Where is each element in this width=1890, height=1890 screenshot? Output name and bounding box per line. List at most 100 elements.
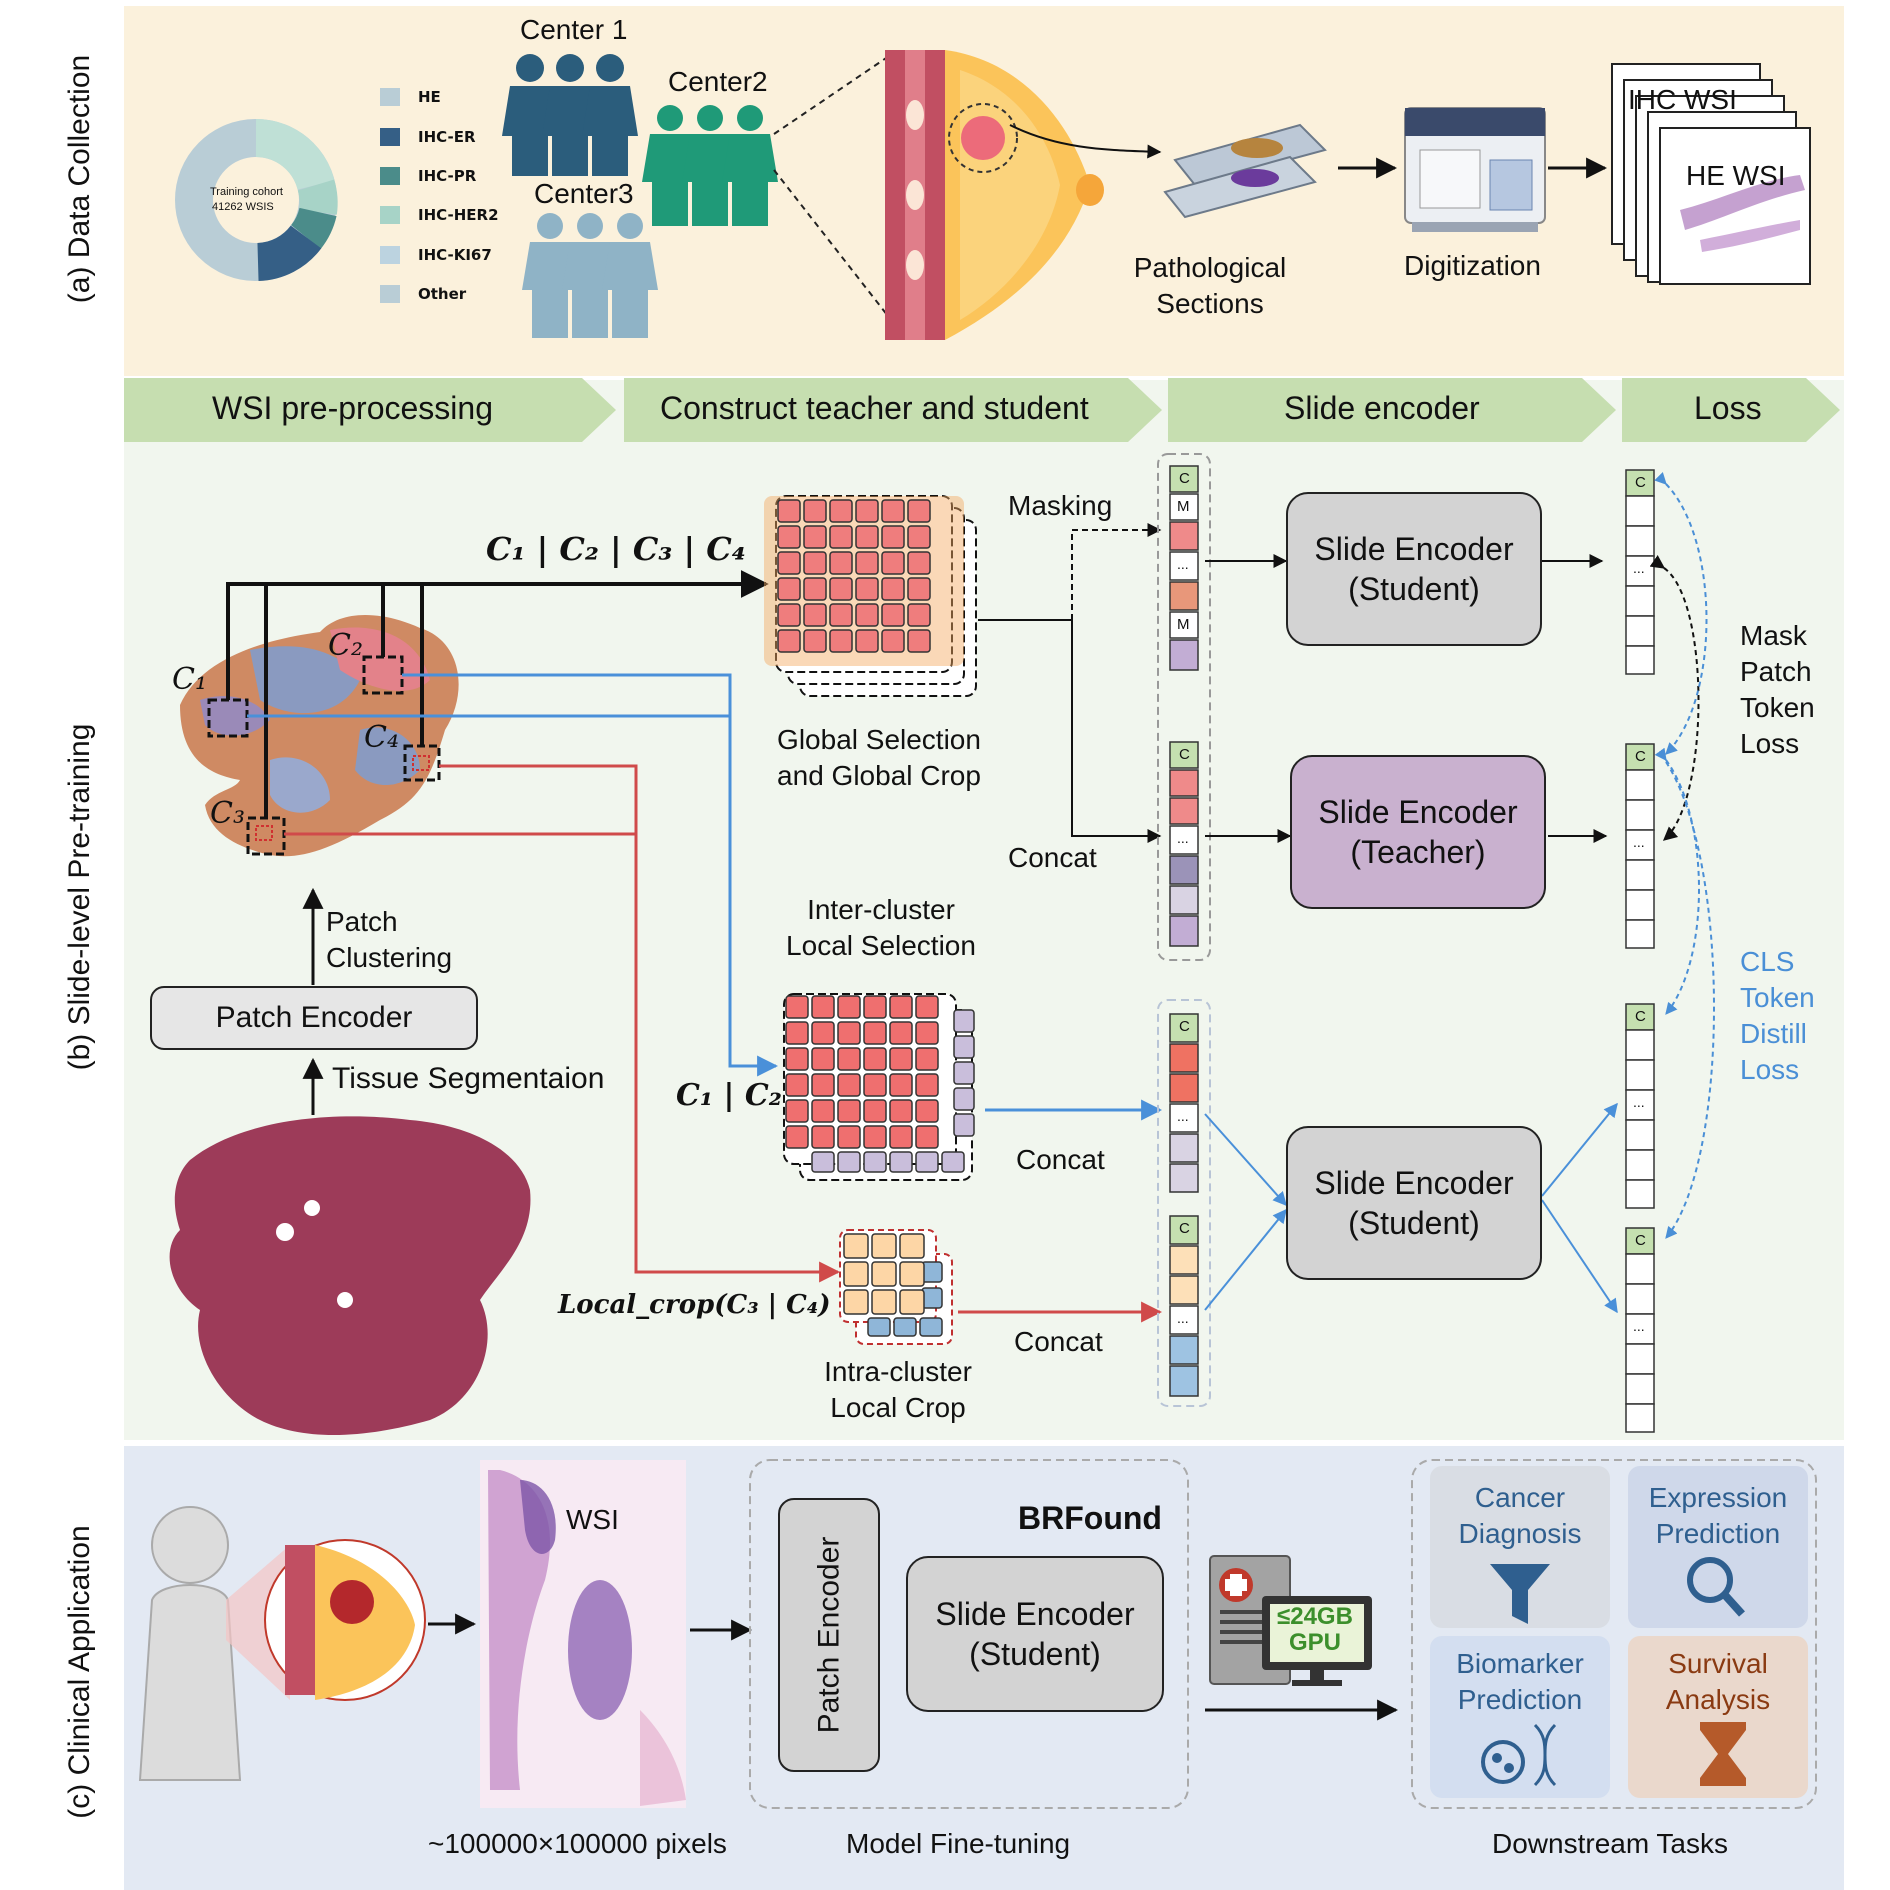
legend-ihc-pr: IHC-PR	[418, 167, 477, 185]
biomarker-dna-icon	[1481, 1723, 1557, 1787]
route-label-c12: C₁ | C₂	[676, 1078, 782, 1113]
digitization-scanner-icon	[1404, 107, 1546, 232]
legend-ihc-er: IHC-ER	[418, 128, 476, 146]
clinical-patch-encoder-box: Patch Encoder	[778, 1498, 880, 1772]
inter-cluster-patch-grid	[783, 993, 975, 1181]
fine-tuning-label: Model Fine-tuning	[846, 1828, 1071, 1859]
he-wsi-label: HE WSI	[1686, 160, 1786, 191]
intra-cluster-label: Intra-cluster Local Crop	[824, 1356, 972, 1423]
legend-other: Other	[418, 285, 467, 303]
output-tokens-student-global	[1625, 469, 1655, 675]
stage-chevron-1	[124, 378, 616, 442]
center-2-label: Center2	[668, 66, 768, 97]
stage-wsi-preprocessing: WSI pre-processing	[212, 390, 493, 426]
token-c: C	[1179, 470, 1190, 487]
center-1-people-icon	[502, 54, 638, 176]
token-m: M	[1177, 616, 1190, 633]
cluster-label-c1: C₁	[172, 662, 207, 697]
legend-ihc-her2: IHC-HER2	[418, 206, 499, 224]
center-3-people-icon	[522, 213, 658, 338]
token-dots: ...	[1177, 830, 1189, 846]
donut-center-line-2: 41262 WSIS	[212, 201, 274, 213]
cluster-label-c3: C₃	[210, 796, 245, 831]
intra-cluster-patch-grid	[839, 1229, 953, 1345]
raw-wsi-image	[169, 1116, 531, 1435]
token-c: C	[1635, 1232, 1646, 1249]
token-dots: ...	[1633, 1318, 1645, 1334]
slide-encoder-student-bottom: Slide Encoder (Student)	[1286, 1126, 1542, 1280]
token-dots: ...	[1177, 556, 1189, 572]
token-c: C	[1635, 474, 1646, 491]
global-selection-label: Global Selection and Global Crop	[777, 724, 981, 791]
output-tokens-student-inter	[1625, 1003, 1655, 1209]
token-dots: ...	[1177, 1310, 1189, 1326]
pixels-label: ~100000×100000 pixels	[428, 1828, 727, 1859]
patch-clustering-label: Patch Clustering	[326, 906, 453, 973]
pathological-sections-label: Pathological Sections	[1133, 252, 1287, 319]
output-tokens-teacher	[1625, 743, 1655, 949]
token-dots: ...	[1177, 1108, 1189, 1124]
funnel-icon	[1490, 1564, 1550, 1624]
stage-slide-encoder: Slide encoder	[1284, 390, 1480, 426]
token-c: C	[1635, 748, 1646, 765]
stage-teacher-student: Construct teacher and student	[660, 390, 1089, 426]
token-seq-masked	[1169, 465, 1199, 671]
breast-tumor-zoom-icon	[264, 1539, 426, 1701]
output-tokens-student-intra	[1625, 1227, 1655, 1433]
token-c: C	[1179, 1220, 1190, 1237]
server-gpu-icon	[1209, 1555, 1372, 1686]
brfound-label: BRFound	[1018, 1500, 1162, 1536]
stage-chevron-2	[624, 378, 1162, 442]
token-dots: ...	[1633, 1094, 1645, 1110]
stage-chevron-4	[1622, 378, 1840, 442]
cluster-label-c2: C₂	[328, 628, 363, 663]
tissue-segmentation-label: Tissue Segmentaion	[332, 1062, 605, 1095]
token-m: M	[1177, 498, 1190, 515]
breast-illustration	[885, 50, 1104, 340]
center-2-people-icon	[642, 105, 778, 226]
stage-loss: Loss	[1694, 390, 1762, 426]
token-dots: ...	[1633, 560, 1645, 576]
clinical-wsi-image	[480, 1460, 686, 1808]
cohort-donut-chart	[175, 119, 338, 281]
gpu-memory-label: ≤24GB GPU	[1277, 1603, 1353, 1656]
mask-patch-token-loss-label: Mask Patch Token Loss	[1740, 620, 1815, 759]
route-label-local-crop: Local_crop(C₃ | C₄)	[558, 1290, 831, 1320]
token-seq-teacher	[1169, 741, 1199, 947]
center-1-label: Center 1	[520, 14, 628, 45]
global-crop-patch-grid	[764, 495, 977, 697]
pathological-slides-icon	[1163, 123, 1327, 219]
token-c: C	[1635, 1008, 1646, 1025]
digitization-label: Digitization	[1404, 250, 1541, 281]
task-survival-analysis: Survival Analysis	[1665, 1648, 1771, 1715]
token-seq-inter	[1169, 1013, 1199, 1193]
cluster-label-c4: C₄	[364, 720, 399, 755]
slide-encoder-student-top: Slide Encoder (Student)	[1286, 492, 1542, 646]
cls-token-distill-loss-label: CLS Token Distill Loss	[1740, 946, 1815, 1085]
wsi-card-stack	[1611, 63, 1811, 285]
token-dots: ...	[1633, 834, 1645, 850]
route-label-c1234: C₁ | C₂ | C₃ | C₄	[486, 530, 746, 568]
center-3-label: Center3	[534, 178, 634, 209]
masking-label: Masking	[1008, 490, 1113, 521]
legend-he: HE	[418, 88, 441, 106]
task-cancer-diagnosis: Cancer Diagnosis	[1458, 1482, 1582, 1549]
patch-encoder-box: Patch Encoder	[150, 986, 478, 1050]
legend-ihc-ki67: IHC-KI67	[418, 246, 492, 264]
patient-silhouette-icon	[138, 1506, 242, 1781]
token-seq-intra	[1169, 1215, 1199, 1397]
token-c: C	[1179, 1018, 1190, 1035]
concat-label-inter: Concat	[1016, 1144, 1105, 1175]
clinical-slide-encoder-box: Slide Encoder (Student)	[906, 1556, 1164, 1712]
donut-center-line-1: Training cohort	[210, 186, 283, 198]
magnifier-icon	[1687, 1557, 1745, 1617]
downstream-tasks-label: Downstream Tasks	[1492, 1828, 1729, 1859]
task-biomarker-prediction: Biomarker Prediction	[1456, 1648, 1584, 1715]
ihc-wsi-label: IHC WSI	[1628, 84, 1737, 115]
slide-encoder-teacher: Slide Encoder (Teacher)	[1290, 755, 1546, 909]
stage-chevron-3	[1168, 378, 1616, 442]
inter-cluster-label: Inter-cluster Local Selection	[786, 894, 976, 961]
task-expression-prediction: Expression Prediction	[1648, 1482, 1788, 1549]
hourglass-icon	[1700, 1722, 1746, 1786]
